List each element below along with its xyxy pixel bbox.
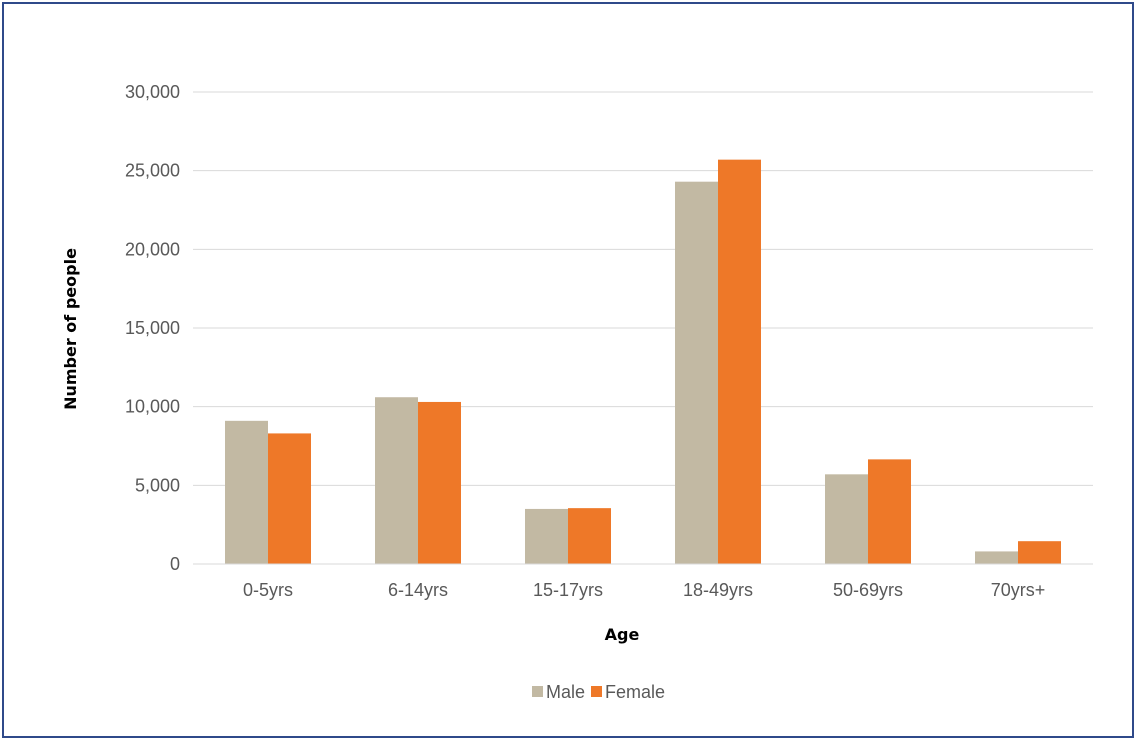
bar-female-18-49yrs [718, 159, 761, 565]
legend: Male Female [532, 682, 665, 702]
y-tick-label: 10,000 [125, 397, 180, 417]
bars [225, 159, 1061, 565]
legend-swatch-male [532, 686, 543, 697]
bar-female-70yrs+ [1018, 541, 1061, 564]
x-tick-label: 70yrs+ [991, 580, 1046, 600]
bar-male-70yrs+ [975, 551, 1018, 564]
bar-female-50-69yrs [868, 459, 911, 564]
gridlines [193, 91, 1093, 486]
x-axis-title: Age [605, 625, 640, 644]
x-tick-label: 0-5yrs [243, 580, 293, 600]
x-axis-ticks: 0-5yrs 6-14yrs 15-17yrs 18-49yrs 50-69yrs 70y… [243, 580, 1045, 600]
y-tick-label: 15,000 [125, 318, 180, 338]
y-tick-label: 5,000 [135, 475, 180, 495]
bar-male-50-69yrs [825, 474, 868, 564]
bar-female-15-17yrs [568, 508, 611, 564]
y-tick-label: 0 [170, 554, 180, 574]
bar-male-15-17yrs [525, 508, 568, 564]
x-tick-label: 6-14yrs [388, 580, 448, 600]
y-tick-label: 25,000 [125, 161, 180, 181]
legend-swatch-female [591, 686, 602, 697]
y-tick-label: 20,000 [125, 239, 180, 259]
x-tick-label: 15-17yrs [533, 580, 603, 600]
bar-male-18-49yrs [675, 181, 718, 564]
bar-male-0-5yrs [225, 420, 268, 564]
y-axis-ticks: 0 5,000 10,000 15,000 20,000 25,000 30,000 [125, 82, 180, 574]
y-tick-label: 30,000 [125, 82, 180, 102]
x-tick-label: 18-49yrs [683, 580, 753, 600]
legend-label-female: Female [605, 682, 665, 702]
x-tick-label: 50-69yrs [833, 580, 903, 600]
bar-female-6-14yrs [418, 401, 461, 564]
legend-label-male: Male [546, 682, 585, 702]
y-axis-title: Number of people [61, 248, 80, 410]
bar-male-6-14yrs [375, 397, 418, 564]
bar-female-0-5yrs [268, 433, 311, 564]
